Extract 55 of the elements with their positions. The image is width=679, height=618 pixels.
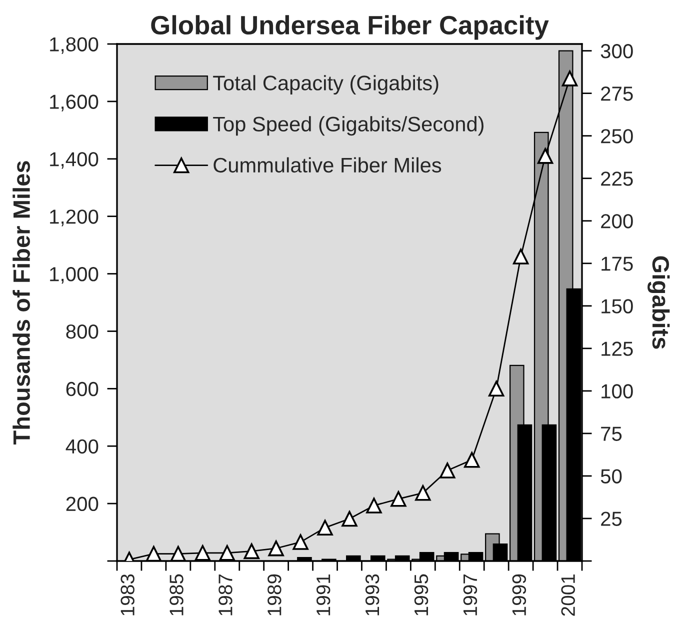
point xyxy=(317,520,333,536)
point xyxy=(366,498,382,514)
y2-tick-label: 250 xyxy=(601,129,633,144)
y-tick-label: 200 xyxy=(66,496,98,512)
x-tick-label: 1997 xyxy=(463,574,478,616)
point xyxy=(219,545,235,561)
point xyxy=(537,148,554,164)
point xyxy=(268,540,284,556)
x-tick-label: 1985 xyxy=(170,574,184,616)
y2-tick-label: 225 xyxy=(601,172,633,186)
point xyxy=(464,452,480,468)
point xyxy=(292,534,308,550)
point xyxy=(244,543,260,560)
x-tick-label: 1991 xyxy=(316,574,330,616)
y2-tick-label: 50 xyxy=(600,469,622,484)
point xyxy=(194,545,211,561)
point xyxy=(342,510,358,527)
y-tick-label: 600 xyxy=(66,382,98,396)
y-tick-label: 1,600 xyxy=(50,94,98,112)
legend-label: Top Speed (Gigabits/Second) xyxy=(213,116,484,136)
y-tick-label: 400 xyxy=(66,439,98,454)
y-tick-label: 1,200 xyxy=(50,210,98,226)
legend-label: Total Capacity (Gigabits) xyxy=(213,75,438,95)
point xyxy=(440,462,456,478)
x-tick-label: 2001 xyxy=(561,574,575,616)
y-tick-label: 1,000 xyxy=(50,267,98,284)
point xyxy=(562,70,578,86)
y-axis-title: Thousands of Fiber Miles xyxy=(12,161,30,445)
y2-tick-label: 175 xyxy=(602,256,633,271)
x-tick-label: 1983 xyxy=(120,574,134,616)
y2-tick-label: 200 xyxy=(601,214,633,228)
y2-axis-title: Gigabits xyxy=(648,256,670,349)
x-tick-label: 1995 xyxy=(414,574,428,616)
point xyxy=(170,546,186,561)
y2-tick-label: 75 xyxy=(601,426,622,441)
point xyxy=(512,248,529,264)
y-tick-label: 1,800 xyxy=(50,37,98,54)
y2-tick-label: 300 xyxy=(600,44,633,58)
point xyxy=(415,485,431,501)
legend-label: Cummulative Fiber Miles xyxy=(214,157,442,173)
point xyxy=(390,491,406,507)
x-tick-label: 1987 xyxy=(218,574,232,616)
y2-tick-label: 275 xyxy=(601,86,633,101)
chart-title: Global Undersea Fiber Capacity xyxy=(151,15,549,40)
y2-tick-label: 125 xyxy=(602,342,633,356)
point xyxy=(146,546,162,561)
x-tick-label: 1989 xyxy=(268,574,282,616)
y2-tick-label: 150 xyxy=(602,299,633,314)
y2-tick-label: 100 xyxy=(602,384,633,398)
x-tick-label: 1999 xyxy=(512,574,526,616)
y-tick-label: 800 xyxy=(66,324,98,339)
y2-tick-label: 25 xyxy=(601,512,622,526)
y-tick-label: 1,400 xyxy=(50,152,98,169)
x-tick-label: 1993 xyxy=(365,574,380,616)
point xyxy=(488,380,504,397)
